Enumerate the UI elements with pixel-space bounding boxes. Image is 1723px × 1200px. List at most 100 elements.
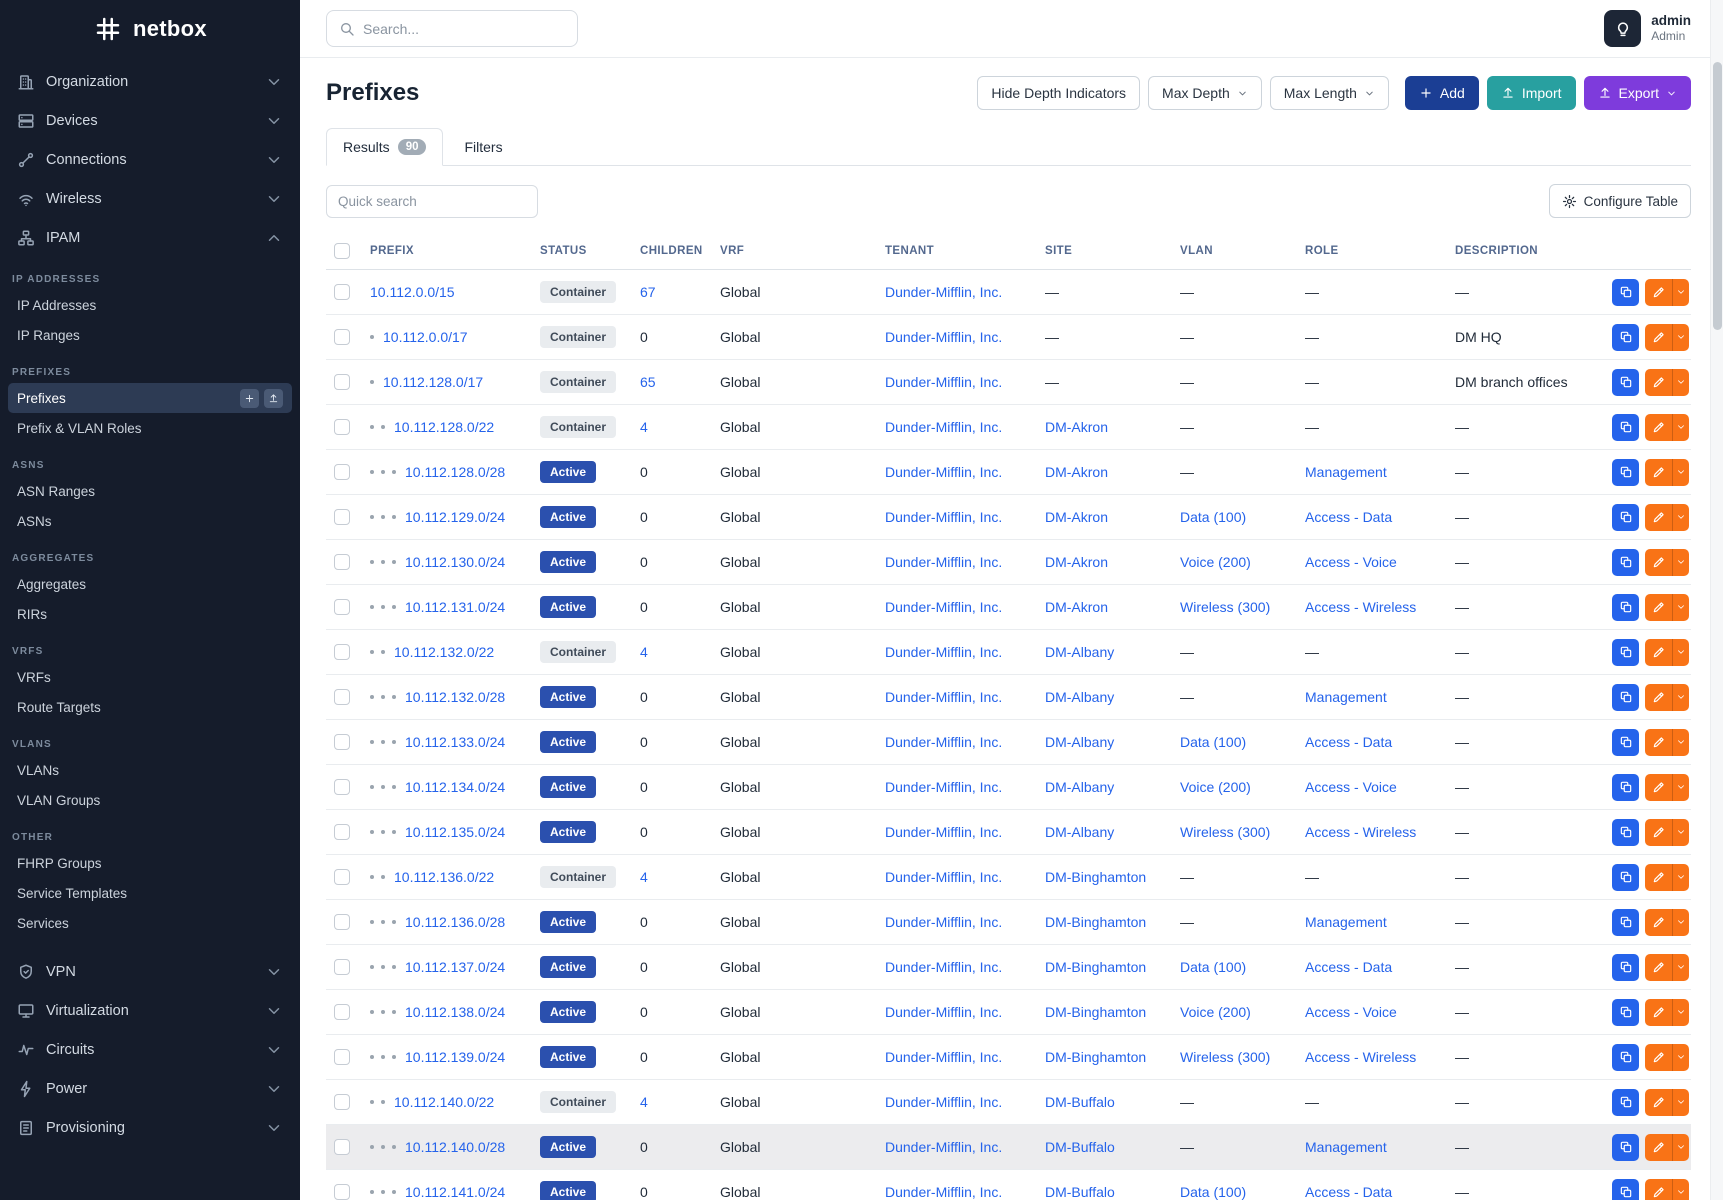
copy-button[interactable]: [1612, 368, 1639, 396]
site-link[interactable]: DM-Akron: [1045, 419, 1109, 435]
copy-button[interactable]: [1612, 1133, 1639, 1161]
edit-dropdown-button[interactable]: [1672, 548, 1689, 576]
role-link[interactable]: Access - Data: [1305, 734, 1393, 750]
tenant-link[interactable]: Dunder-Mifflin, Inc.: [885, 914, 1003, 930]
copy-button[interactable]: [1612, 908, 1639, 936]
site-link[interactable]: DM-Albany: [1045, 644, 1115, 660]
edit-button[interactable]: [1645, 998, 1672, 1026]
sidebar-item-service-templates[interactable]: Service Templates: [8, 878, 292, 908]
tenant-link[interactable]: Dunder-Mifflin, Inc.: [885, 1004, 1003, 1020]
vlan-link[interactable]: Wireless (300): [1180, 599, 1271, 615]
edit-dropdown-button[interactable]: [1672, 863, 1689, 891]
row-checkbox[interactable]: [334, 824, 350, 840]
tenant-link[interactable]: Dunder-Mifflin, Inc.: [885, 464, 1003, 480]
copy-button[interactable]: [1612, 548, 1639, 576]
edit-button[interactable]: [1645, 818, 1672, 846]
vlan-link[interactable]: Data (100): [1180, 509, 1247, 525]
global-search[interactable]: [326, 10, 578, 47]
edit-dropdown-button[interactable]: [1672, 1178, 1689, 1200]
hide-depth-indicators-button[interactable]: Hide Depth Indicators: [977, 76, 1141, 110]
site-link[interactable]: DM-Albany: [1045, 689, 1115, 705]
tenant-link[interactable]: Dunder-Mifflin, Inc.: [885, 329, 1003, 345]
role-link[interactable]: Access - Voice: [1305, 1004, 1397, 1020]
sidebar-item-connections[interactable]: Connections: [8, 140, 292, 179]
row-checkbox[interactable]: [334, 464, 350, 480]
row-checkbox[interactable]: [334, 284, 350, 300]
prefix-link[interactable]: 10.112.133.0/24: [405, 734, 506, 750]
row-checkbox[interactable]: [334, 779, 350, 795]
sidebar-item-ip-ranges[interactable]: IP Ranges: [8, 320, 292, 350]
sidebar-item-power[interactable]: Power: [8, 1069, 292, 1108]
import-prefixes-button[interactable]: [264, 388, 283, 408]
role-link[interactable]: Access - Data: [1305, 959, 1393, 975]
row-checkbox[interactable]: [334, 1004, 350, 1020]
column-header-children[interactable]: Children: [640, 244, 703, 257]
site-link[interactable]: DM-Albany: [1045, 734, 1115, 750]
row-checkbox[interactable]: [334, 1094, 350, 1110]
netbox-logo[interactable]: netbox: [0, 0, 300, 58]
edit-dropdown-button[interactable]: [1672, 458, 1689, 486]
column-header-vlan[interactable]: VLAN: [1180, 244, 1213, 257]
edit-button[interactable]: [1645, 1043, 1672, 1071]
edit-dropdown-button[interactable]: [1672, 323, 1689, 351]
row-checkbox[interactable]: [334, 599, 350, 615]
children-count-link[interactable]: 4: [640, 869, 648, 885]
vertical-scrollbar[interactable]: [1710, 0, 1723, 1200]
sidebar-item-services[interactable]: Services: [8, 908, 292, 938]
edit-button[interactable]: [1645, 953, 1672, 981]
copy-button[interactable]: [1612, 818, 1639, 846]
sidebar-item-rirs[interactable]: RIRs: [8, 599, 292, 629]
prefix-link[interactable]: 10.112.132.0/28: [405, 689, 506, 705]
site-link[interactable]: DM-Binghamton: [1045, 1004, 1147, 1020]
column-header-tenant[interactable]: Tenant: [885, 244, 935, 257]
copy-button[interactable]: [1612, 728, 1639, 756]
column-header-role[interactable]: Role: [1305, 244, 1339, 257]
sidebar-item-route-targets[interactable]: Route Targets: [8, 692, 292, 722]
tenant-link[interactable]: Dunder-Mifflin, Inc.: [885, 554, 1003, 570]
row-checkbox[interactable]: [334, 509, 350, 525]
vlan-link[interactable]: Voice (200): [1180, 1004, 1251, 1020]
vlan-link[interactable]: Wireless (300): [1180, 1049, 1271, 1065]
column-header-vrf[interactable]: VRF: [720, 244, 745, 257]
edit-button[interactable]: [1645, 773, 1672, 801]
search-input[interactable]: [363, 20, 565, 37]
vlan-link[interactable]: Data (100): [1180, 1184, 1247, 1200]
site-link[interactable]: DM-Akron: [1045, 599, 1109, 615]
children-count-link[interactable]: 65: [640, 374, 656, 390]
copy-button[interactable]: [1612, 773, 1639, 801]
role-link[interactable]: Management: [1305, 689, 1387, 705]
tenant-link[interactable]: Dunder-Mifflin, Inc.: [885, 1139, 1003, 1155]
prefix-link[interactable]: 10.112.135.0/24: [405, 824, 506, 840]
copy-button[interactable]: [1612, 278, 1639, 306]
tenant-link[interactable]: Dunder-Mifflin, Inc.: [885, 824, 1003, 840]
tenant-link[interactable]: Dunder-Mifflin, Inc.: [885, 509, 1003, 525]
edit-button[interactable]: [1645, 458, 1672, 486]
role-link[interactable]: Access - Wireless: [1305, 599, 1417, 615]
children-count-link[interactable]: 4: [640, 1094, 648, 1110]
site-link[interactable]: DM-Binghamton: [1045, 959, 1147, 975]
row-checkbox[interactable]: [334, 869, 350, 885]
site-link[interactable]: DM-Buffalo: [1045, 1184, 1115, 1200]
sidebar-item-asns[interactable]: ASNs: [8, 506, 292, 536]
prefix-link[interactable]: 10.112.128.0/28: [405, 464, 506, 480]
copy-button[interactable]: [1612, 413, 1639, 441]
row-checkbox[interactable]: [334, 374, 350, 390]
prefix-link[interactable]: 10.112.128.0/17: [383, 374, 484, 390]
prefix-link[interactable]: 10.112.128.0/22: [394, 419, 495, 435]
edit-dropdown-button[interactable]: [1672, 278, 1689, 306]
max-depth-button[interactable]: Max Depth: [1148, 76, 1262, 110]
copy-button[interactable]: [1612, 1088, 1639, 1116]
edit-dropdown-button[interactable]: [1672, 593, 1689, 621]
tenant-link[interactable]: Dunder-Mifflin, Inc.: [885, 374, 1003, 390]
site-link[interactable]: DM-Albany: [1045, 824, 1115, 840]
copy-button[interactable]: [1612, 323, 1639, 351]
tenant-link[interactable]: Dunder-Mifflin, Inc.: [885, 419, 1003, 435]
edit-button[interactable]: [1645, 863, 1672, 891]
theme-toggle-button[interactable]: [1604, 10, 1642, 47]
row-checkbox[interactable]: [334, 1184, 350, 1200]
export-button[interactable]: Export: [1583, 76, 1691, 110]
sidebar-item-vlans[interactable]: VLANs: [8, 755, 292, 785]
row-checkbox[interactable]: [334, 329, 350, 345]
edit-button[interactable]: [1645, 683, 1672, 711]
tenant-link[interactable]: Dunder-Mifflin, Inc.: [885, 869, 1003, 885]
